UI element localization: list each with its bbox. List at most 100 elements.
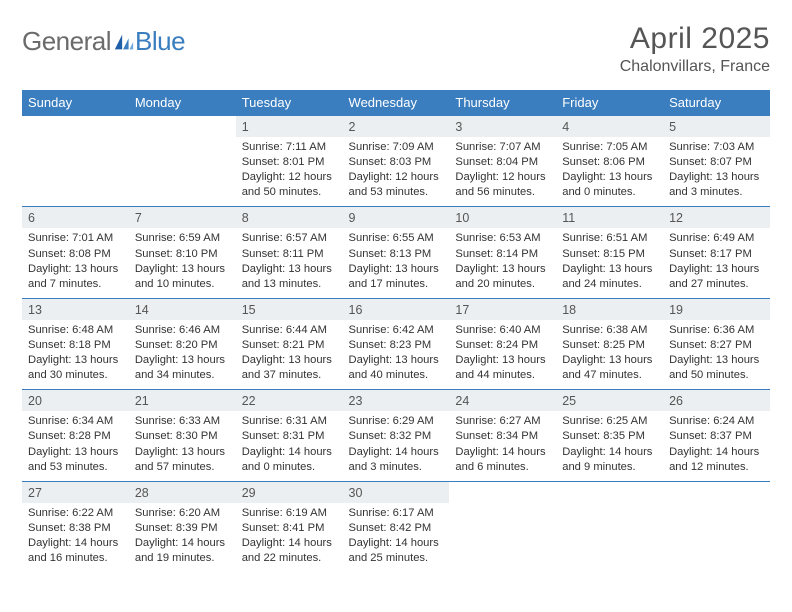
calendar-week-row: 6Sunrise: 7:01 AMSunset: 8:08 PMDaylight… (22, 207, 770, 298)
sunrise-text: Sunrise: 6:34 AM (28, 414, 123, 429)
day-number: 18 (556, 299, 663, 320)
page-header: General Blue April 2025 Chalonvillars, F… (22, 22, 770, 76)
calendar-cell: 20Sunrise: 6:34 AMSunset: 8:28 PMDayligh… (22, 390, 129, 481)
sunset-text: Sunset: 8:20 PM (135, 338, 230, 353)
sunrise-text: Sunrise: 6:33 AM (135, 414, 230, 429)
day-details: Sunrise: 6:22 AMSunset: 8:38 PMDaylight:… (22, 503, 129, 572)
sunrise-text: Sunrise: 6:22 AM (28, 506, 123, 521)
sunrise-text: Sunrise: 6:44 AM (242, 323, 337, 338)
sunset-text: Sunset: 8:03 PM (349, 155, 444, 170)
daylight-text: Daylight: 14 hours and 22 minutes. (242, 536, 337, 566)
sunrise-text: Sunrise: 7:11 AM (242, 140, 337, 155)
calendar-cell: 22Sunrise: 6:31 AMSunset: 8:31 PMDayligh… (236, 390, 343, 481)
day-details: Sunrise: 6:36 AMSunset: 8:27 PMDaylight:… (663, 320, 770, 389)
daylight-text: Daylight: 13 hours and 40 minutes. (349, 353, 444, 383)
daylight-text: Daylight: 13 hours and 47 minutes. (562, 353, 657, 383)
day-details: Sunrise: 6:57 AMSunset: 8:11 PMDaylight:… (236, 228, 343, 297)
calendar-cell: 12Sunrise: 6:49 AMSunset: 8:17 PMDayligh… (663, 207, 770, 298)
daylight-text: Daylight: 13 hours and 13 minutes. (242, 262, 337, 292)
sunrise-text: Sunrise: 6:19 AM (242, 506, 337, 521)
sunrise-text: Sunrise: 6:31 AM (242, 414, 337, 429)
calendar-week-row: 20Sunrise: 6:34 AMSunset: 8:28 PMDayligh… (22, 390, 770, 481)
sunset-text: Sunset: 8:42 PM (349, 521, 444, 536)
sunset-text: Sunset: 8:13 PM (349, 247, 444, 262)
calendar-cell: 15Sunrise: 6:44 AMSunset: 8:21 PMDayligh… (236, 298, 343, 389)
day-details: Sunrise: 6:20 AMSunset: 8:39 PMDaylight:… (129, 503, 236, 572)
day-number: 6 (22, 207, 129, 228)
sunrise-text: Sunrise: 6:59 AM (135, 231, 230, 246)
day-details: Sunrise: 7:05 AMSunset: 8:06 PMDaylight:… (556, 137, 663, 206)
day-number: 25 (556, 390, 663, 411)
sunset-text: Sunset: 8:32 PM (349, 429, 444, 444)
calendar-table: SundayMondayTuesdayWednesdayThursdayFrid… (22, 90, 770, 572)
sunrise-text: Sunrise: 6:40 AM (455, 323, 550, 338)
day-number: 24 (449, 390, 556, 411)
sunrise-text: Sunrise: 6:27 AM (455, 414, 550, 429)
calendar-cell: .. (449, 481, 556, 572)
sunrise-text: Sunrise: 7:09 AM (349, 140, 444, 155)
day-number: 10 (449, 207, 556, 228)
day-header: Sunday (22, 90, 129, 116)
calendar-cell: 3Sunrise: 7:07 AMSunset: 8:04 PMDaylight… (449, 116, 556, 207)
day-details: Sunrise: 6:27 AMSunset: 8:34 PMDaylight:… (449, 411, 556, 480)
sunset-text: Sunset: 8:34 PM (455, 429, 550, 444)
calendar-cell: 4Sunrise: 7:05 AMSunset: 8:06 PMDaylight… (556, 116, 663, 207)
day-header: Tuesday (236, 90, 343, 116)
calendar-header-row: SundayMondayTuesdayWednesdayThursdayFrid… (22, 90, 770, 116)
day-details: Sunrise: 6:29 AMSunset: 8:32 PMDaylight:… (343, 411, 450, 480)
calendar-cell: 29Sunrise: 6:19 AMSunset: 8:41 PMDayligh… (236, 481, 343, 572)
day-header: Wednesday (343, 90, 450, 116)
calendar-cell: 6Sunrise: 7:01 AMSunset: 8:08 PMDaylight… (22, 207, 129, 298)
calendar-cell: 10Sunrise: 6:53 AMSunset: 8:14 PMDayligh… (449, 207, 556, 298)
sunrise-text: Sunrise: 7:03 AM (669, 140, 764, 155)
daylight-text: Daylight: 14 hours and 12 minutes. (669, 445, 764, 475)
calendar-cell: 9Sunrise: 6:55 AMSunset: 8:13 PMDaylight… (343, 207, 450, 298)
calendar-cell: 2Sunrise: 7:09 AMSunset: 8:03 PMDaylight… (343, 116, 450, 207)
daylight-text: Daylight: 13 hours and 24 minutes. (562, 262, 657, 292)
daylight-text: Daylight: 14 hours and 9 minutes. (562, 445, 657, 475)
day-number: 26 (663, 390, 770, 411)
sunset-text: Sunset: 8:39 PM (135, 521, 230, 536)
day-details: Sunrise: 7:01 AMSunset: 8:08 PMDaylight:… (22, 228, 129, 297)
day-details: Sunrise: 7:11 AMSunset: 8:01 PMDaylight:… (236, 137, 343, 206)
logo-text-general: General (22, 26, 111, 57)
sunset-text: Sunset: 8:14 PM (455, 247, 550, 262)
calendar-cell: 28Sunrise: 6:20 AMSunset: 8:39 PMDayligh… (129, 481, 236, 572)
sunrise-text: Sunrise: 7:05 AM (562, 140, 657, 155)
daylight-text: Daylight: 13 hours and 53 minutes. (28, 445, 123, 475)
daylight-text: Daylight: 13 hours and 37 minutes. (242, 353, 337, 383)
day-details: Sunrise: 6:48 AMSunset: 8:18 PMDaylight:… (22, 320, 129, 389)
day-number: 27 (22, 482, 129, 503)
sunset-text: Sunset: 8:25 PM (562, 338, 657, 353)
calendar-cell: 14Sunrise: 6:46 AMSunset: 8:20 PMDayligh… (129, 298, 236, 389)
logo-flag-icon (113, 31, 135, 53)
sunrise-text: Sunrise: 7:01 AM (28, 231, 123, 246)
daylight-text: Daylight: 13 hours and 50 minutes. (669, 353, 764, 383)
sunset-text: Sunset: 8:28 PM (28, 429, 123, 444)
calendar-cell: .. (129, 116, 236, 207)
calendar-cell: 30Sunrise: 6:17 AMSunset: 8:42 PMDayligh… (343, 481, 450, 572)
calendar-cell: 13Sunrise: 6:48 AMSunset: 8:18 PMDayligh… (22, 298, 129, 389)
calendar-cell: 7Sunrise: 6:59 AMSunset: 8:10 PMDaylight… (129, 207, 236, 298)
sunset-text: Sunset: 8:35 PM (562, 429, 657, 444)
day-number: 5 (663, 116, 770, 137)
daylight-text: Daylight: 13 hours and 3 minutes. (669, 170, 764, 200)
day-number: 28 (129, 482, 236, 503)
sunset-text: Sunset: 8:41 PM (242, 521, 337, 536)
daylight-text: Daylight: 13 hours and 17 minutes. (349, 262, 444, 292)
calendar-cell: .. (663, 481, 770, 572)
sunset-text: Sunset: 8:10 PM (135, 247, 230, 262)
sunrise-text: Sunrise: 6:53 AM (455, 231, 550, 246)
calendar-cell: 1Sunrise: 7:11 AMSunset: 8:01 PMDaylight… (236, 116, 343, 207)
day-number: 30 (343, 482, 450, 503)
sunset-text: Sunset: 8:07 PM (669, 155, 764, 170)
day-number: 29 (236, 482, 343, 503)
day-details: Sunrise: 6:19 AMSunset: 8:41 PMDaylight:… (236, 503, 343, 572)
day-details: Sunrise: 7:03 AMSunset: 8:07 PMDaylight:… (663, 137, 770, 206)
sunrise-text: Sunrise: 6:55 AM (349, 231, 444, 246)
day-number: 23 (343, 390, 450, 411)
day-number: 4 (556, 116, 663, 137)
sunset-text: Sunset: 8:37 PM (669, 429, 764, 444)
sunrise-text: Sunrise: 6:51 AM (562, 231, 657, 246)
day-header: Thursday (449, 90, 556, 116)
